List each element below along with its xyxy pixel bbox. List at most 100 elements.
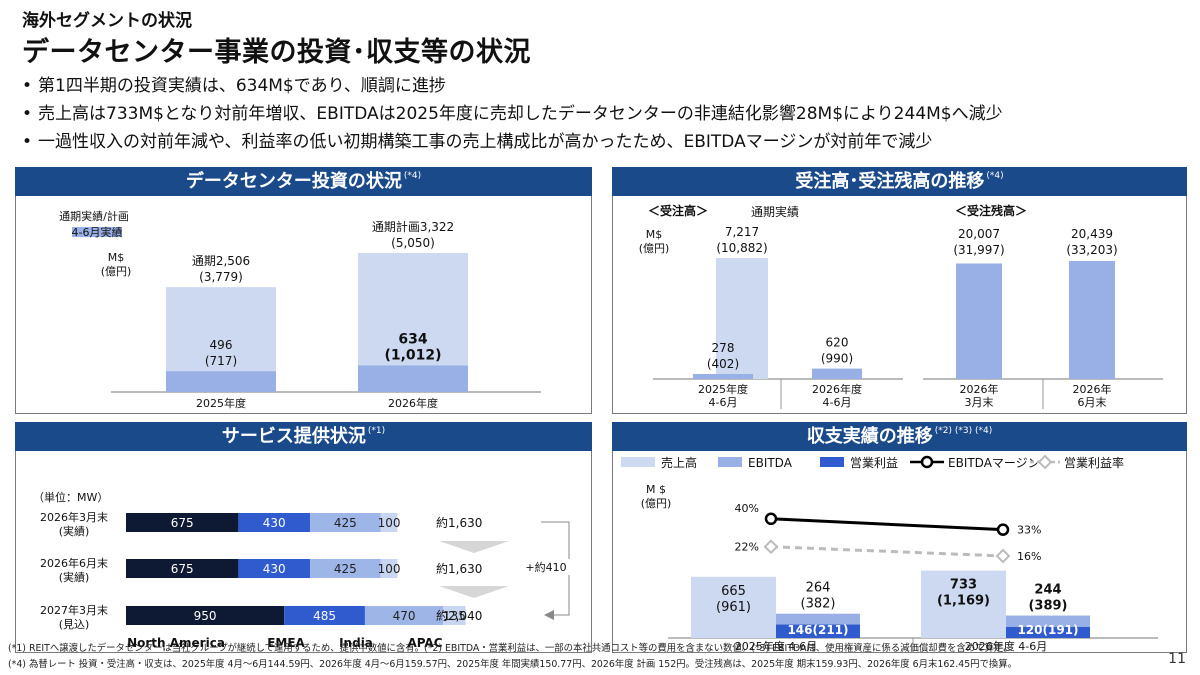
orders-panel-title: 受注高･受注残高の推移 bbox=[795, 171, 985, 192]
bullet-text: 売上高は733M$となり対前年増収、EBITDAは2025年度に売却したデータセ… bbox=[38, 104, 1003, 124]
data-label-q1-yen: (717) bbox=[205, 354, 237, 368]
bar-segment bbox=[126, 606, 285, 625]
backlog-group-label: ＜受注残高＞ bbox=[955, 203, 1027, 218]
data-label-segment: 675 bbox=[171, 562, 194, 576]
data-label-segment: 950 bbox=[194, 609, 217, 623]
legend-ebitda-swatch bbox=[718, 457, 742, 467]
legend-sales-swatch bbox=[621, 457, 655, 467]
series-label: North America bbox=[127, 636, 225, 650]
data-label-ebitda: 244 bbox=[1034, 583, 1061, 598]
x-tick-label: 2026年度 4-6月 bbox=[965, 639, 1047, 652]
orders-group-label: ＜受注高＞ bbox=[648, 203, 708, 218]
bar-sales bbox=[691, 576, 776, 638]
total-label: 約2,040 bbox=[436, 608, 482, 623]
x-tick-label-sub: 4-6月 bbox=[709, 396, 738, 409]
legend-q1-label: 4-6月実績 bbox=[72, 225, 123, 239]
bar-segment bbox=[380, 559, 398, 578]
bar-segment bbox=[126, 513, 239, 532]
bullet-text: 一過性収入の対前年減や、利益率の低い初期構築工事の売上構成比が高かったため、EB… bbox=[38, 132, 933, 152]
x-tick-label: 2025年度 bbox=[698, 382, 748, 396]
y-tick-label: 2026年6月末 bbox=[40, 556, 108, 570]
data-label-q1: 634 bbox=[398, 331, 427, 347]
data-label-segment: 100 bbox=[378, 516, 401, 530]
orders-panel-note: (*4) bbox=[986, 171, 1004, 181]
data-label-orders-yen: (990) bbox=[821, 352, 853, 366]
page-number: 11 bbox=[1168, 651, 1186, 667]
x-tick-label-sub: 4-6月 bbox=[823, 396, 852, 409]
pl-chart: 売上高 EBITDA 営業利益 EBITDAマージン 営業利益率 M $(億円) 665(9… bbox=[621, 454, 1158, 653]
unit-label-sub: (億円) bbox=[639, 242, 670, 255]
bar-op bbox=[776, 624, 860, 638]
bar-segment bbox=[309, 513, 381, 532]
service-panel-header: サービス提供状況 (*1) bbox=[15, 422, 592, 451]
legend-sales-label: 売上高 bbox=[661, 455, 697, 470]
legend-q1-swatch bbox=[72, 227, 122, 237]
data-label-op: 146(211) bbox=[787, 623, 848, 637]
y-tick-label: 2027年3月末 bbox=[40, 603, 108, 617]
data-label-segment: 135 bbox=[443, 609, 466, 623]
bar-segment bbox=[443, 606, 466, 625]
data-label-backlog-yen: (31,997) bbox=[953, 243, 1004, 257]
unit-label: （単位：MW） bbox=[33, 490, 108, 504]
data-label-segment: 425 bbox=[334, 516, 357, 530]
pl-panel-title: 収支実績の推移 bbox=[806, 426, 933, 447]
bar-fullyear-orders bbox=[716, 258, 768, 379]
series-label: APAC bbox=[407, 636, 442, 650]
data-label-fullyear-yen: (3,779) bbox=[199, 270, 243, 284]
bullet-item: • 第1四半期の投資実績は、634M$であり、順調に進捗 bbox=[22, 76, 446, 96]
data-label-sales: 665 bbox=[721, 584, 746, 599]
data-label-segment: 430 bbox=[263, 562, 286, 576]
service-panel-body: （単位：MW） 2026年3月末 (実績) 675 430 425 100 約1,630 202… bbox=[15, 451, 592, 653]
pl-panel-note: (*2) (*3) (*4) bbox=[934, 426, 993, 436]
data-label-fullyear: 7,217 bbox=[725, 225, 759, 239]
data-label-op-margin: 16% bbox=[1017, 550, 1041, 563]
data-label-fullyear: 通期2,506 bbox=[192, 254, 250, 268]
data-label-op: 120(191) bbox=[1017, 623, 1078, 637]
investment-chart: 通期実績/計画 4-6月実績 M$(億円) 通期2,506 (3,779) 496 (717… bbox=[59, 209, 541, 410]
unit-label: M$ bbox=[108, 251, 125, 264]
data-label-fullyear-yen: (10,882) bbox=[716, 241, 767, 255]
legend-margin-label: EBITDAマージン bbox=[948, 456, 1040, 470]
x-tick-label: 2026年度 bbox=[388, 396, 438, 410]
service-panel-note: (*1) bbox=[367, 426, 386, 436]
investment-panel: データセンター投資の状況 (*4) 通期実績/計画 4-6月実績 M$ (億円) 通期2,… bbox=[15, 167, 592, 414]
bar-q1 bbox=[358, 365, 468, 392]
data-label-ebitda-margin: 33% bbox=[1017, 524, 1041, 537]
service-panel: サービス提供状況 (*1) （単位：MW） 2026年3月末 (実績) 675 430 42… bbox=[15, 422, 592, 653]
footnote-2: (*4) 為替レート 投資・受注高・収支は、2025年度 4月～6月144.59… bbox=[8, 659, 1018, 670]
unit-label: M $ bbox=[646, 483, 666, 496]
bracket-label-bg bbox=[516, 559, 576, 575]
data-label-backlog-yen: (33,203) bbox=[1066, 243, 1117, 257]
line-ebitda-margin bbox=[770, 517, 1004, 532]
data-label-sales: 733 bbox=[950, 578, 977, 593]
data-label-q1-yen: (1,012) bbox=[384, 347, 441, 363]
unit-label-sub: (億円) bbox=[641, 497, 672, 510]
data-label-fullyear-yen: (5,050) bbox=[391, 236, 435, 250]
total-label: 約1,630 bbox=[436, 561, 482, 576]
service-panel-title: サービス提供状況 bbox=[221, 426, 366, 447]
pl-panel-body: 売上高 EBITDA 営業利益 EBITDAマージン 営業利益率 M $ (億円) 665 (9… bbox=[612, 451, 1187, 653]
down-arrow bbox=[439, 541, 509, 553]
data-label-sales-yen: (961) bbox=[716, 600, 751, 615]
data-label-segment: 675 bbox=[171, 516, 194, 530]
data-label-op-margin: 22% bbox=[735, 541, 759, 554]
bar-backlog bbox=[956, 263, 1002, 379]
y-tick-label-sub: (実績) bbox=[59, 570, 90, 584]
series-label: EMEA bbox=[267, 636, 305, 650]
fullyear-label: 通期実績 bbox=[751, 204, 799, 219]
down-arrow bbox=[439, 586, 509, 598]
increase-label: +約410 bbox=[525, 560, 566, 574]
legend-op-swatch bbox=[820, 457, 844, 467]
data-label-segment: 100 bbox=[378, 562, 401, 576]
data-label-fullyear: 通期計画3,322 bbox=[372, 219, 454, 234]
data-label-orders: 620 bbox=[826, 336, 849, 350]
bar-segment bbox=[364, 606, 444, 625]
investment-panel-header: データセンター投資の状況 (*4) bbox=[15, 167, 592, 196]
orders-panel-body: ＜受注高＞ 通期実績 M$ (億円) 7,217 (10,882) 278 (402) 2025… bbox=[612, 196, 1187, 414]
y-tick-label-sub: (実績) bbox=[59, 524, 90, 538]
x-tick-label-sub: 3月末 bbox=[965, 395, 994, 409]
data-label-sales-yen: (1,169) bbox=[937, 594, 990, 609]
total-label: 約1,630 bbox=[436, 515, 482, 530]
bullet-text: 第1四半期の投資実績は、634M$であり、順調に進捗 bbox=[38, 76, 446, 96]
line-op-margin bbox=[770, 545, 1004, 558]
